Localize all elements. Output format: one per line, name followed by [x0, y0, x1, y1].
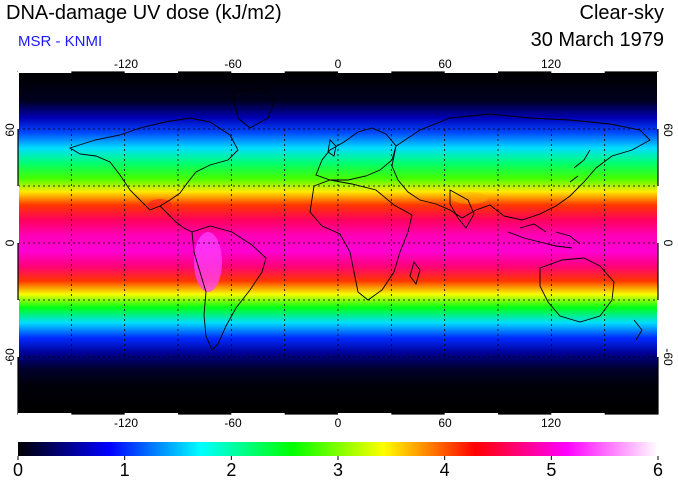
lon-label-top-0: 0 [335, 57, 342, 71]
colorbar-ticks [17, 456, 659, 460]
coastline-south-america [191, 225, 267, 351]
date-label: 30 March 1979 [530, 29, 664, 51]
colorbar-label: 2 [226, 460, 236, 480]
lon-label-top-m60: -60 [224, 57, 242, 71]
colorbar-label: 6 [653, 460, 663, 480]
lon-label-bottom-m120: -120 [114, 416, 138, 430]
source-label: MSR - KNMI [18, 33, 103, 50]
coastline-new-zealand [633, 319, 643, 341]
coastline-japan [569, 149, 591, 183]
coastline-central-america [159, 205, 193, 233]
lat-label-left-m60: -60 [3, 348, 17, 366]
lon-label-bottom-60: 60 [438, 416, 452, 430]
colorbar-label: 0 [13, 460, 23, 480]
lon-label-top-m120: -120 [114, 57, 138, 71]
lon-label-top-60: 60 [438, 57, 452, 71]
coastline-madagascar [409, 261, 421, 285]
map-panel [18, 72, 658, 414]
colorbar-label: 3 [333, 460, 343, 480]
tibet-high-dose [452, 192, 488, 204]
map-title: DNA-damage UV dose (kJ/m2) [6, 2, 282, 24]
lon-label-bottom-120: 120 [541, 416, 561, 430]
lat-label-right-0: 0 [661, 240, 675, 247]
lat-label-right-60: 60 [661, 123, 675, 137]
andes-high-dose [194, 232, 222, 292]
graticule [18, 128, 658, 358]
lat-label-left-0: 0 [3, 239, 17, 246]
condition-label: Clear-sky [579, 2, 664, 24]
lat-label-left-60: 60 [3, 123, 17, 137]
coastline-north-america [68, 117, 239, 211]
lon-label-bottom-0: 0 [335, 416, 342, 430]
colorbar-label: 1 [120, 460, 130, 480]
coastline-indonesia [507, 223, 581, 249]
coastline-greenland [231, 87, 276, 129]
frame-ticks [17, 71, 659, 415]
coastline-asia [391, 113, 651, 221]
lon-label-top-120: 120 [541, 57, 561, 71]
coastline-india [449, 189, 475, 229]
lon-label-bottom-m60: -60 [224, 416, 242, 430]
coastline-uk [327, 139, 337, 157]
colorbar-label: 5 [546, 460, 556, 480]
coastline-australia [539, 257, 615, 323]
lat-label-right-m60: -60 [661, 348, 675, 366]
colorbar-label: 4 [440, 460, 450, 480]
coastline-africa [309, 179, 413, 301]
colorbar-labels: 0 1 2 3 4 5 6 [13, 460, 663, 480]
colorbar [18, 442, 658, 456]
